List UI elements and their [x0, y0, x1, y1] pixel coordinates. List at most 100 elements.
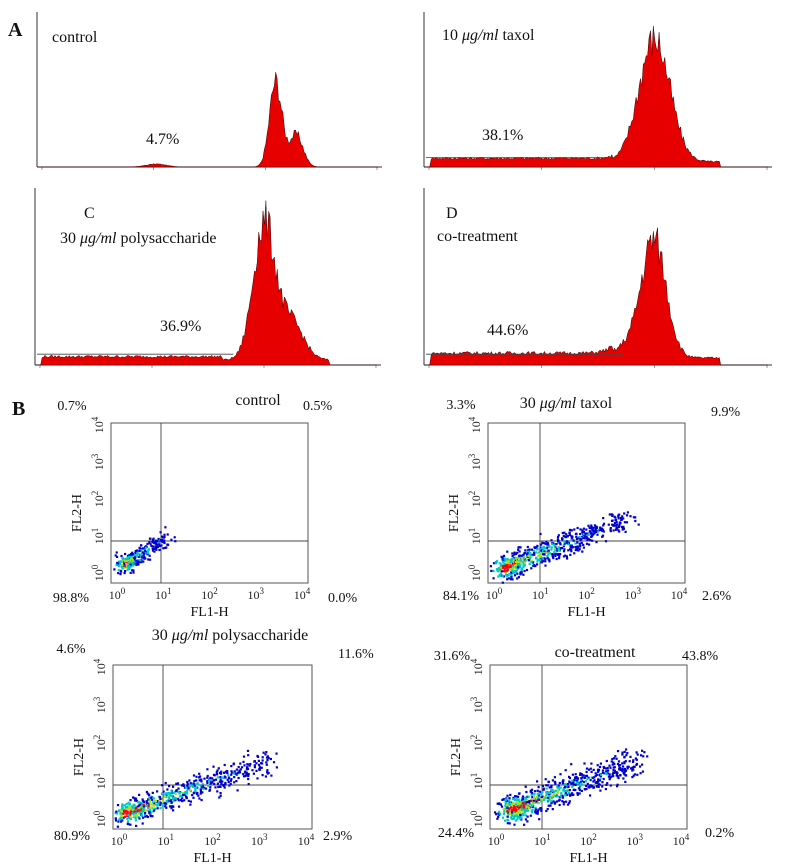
histogram-sublabel: C: [84, 205, 95, 222]
event-dot: [576, 526, 579, 530]
event-dot: [570, 535, 573, 538]
y-tick-label: 103: [467, 453, 483, 470]
event-dot: [519, 559, 522, 562]
event-dot: [517, 798, 520, 802]
event-dot: [229, 782, 232, 785]
event-dot: [129, 563, 132, 566]
event-dot: [145, 804, 148, 807]
tick-base: 10: [94, 777, 108, 789]
event-dot: [118, 818, 121, 821]
event-dot: [151, 791, 154, 794]
event-dot: [582, 536, 585, 539]
event-dot: [121, 567, 124, 570]
event-dot: [242, 775, 246, 778]
event-dot: [140, 804, 143, 807]
event-dot: [152, 537, 155, 540]
event-dot: [174, 793, 177, 796]
event-dot: [553, 790, 556, 793]
event-dot: [253, 764, 256, 767]
event-dot: [624, 780, 627, 783]
event-dot: [177, 787, 180, 790]
event-dot: [539, 532, 542, 536]
event-dot: [612, 529, 615, 532]
event-dot: [591, 785, 594, 788]
event-dot: [174, 798, 177, 802]
flow-panel-1: 100100101101102102103103104104FL1-HFL2-H…: [53, 392, 358, 620]
event-dot: [606, 772, 610, 775]
event-dot: [507, 577, 511, 580]
event-dot: [570, 763, 573, 766]
event-dot: [155, 548, 158, 551]
event-dot: [192, 796, 195, 799]
event-dot: [247, 774, 250, 777]
event-dot: [147, 558, 150, 561]
event-dot: [587, 524, 590, 527]
event-dot: [518, 546, 521, 549]
tick-exponent: 4: [90, 416, 100, 421]
event-dot: [496, 560, 499, 563]
event-dot: [590, 776, 593, 779]
event-dot: [131, 558, 134, 561]
event-dot: [562, 534, 565, 538]
event-dot: [563, 531, 566, 534]
event-dot: [537, 554, 540, 557]
event-dot: [582, 532, 585, 535]
event-dot: [499, 803, 502, 806]
tick-base: 10: [298, 834, 310, 848]
event-dot: [578, 545, 581, 548]
event-dot: [194, 783, 198, 786]
event-dot: [116, 812, 119, 815]
event-dot: [195, 779, 198, 782]
event-dot: [555, 557, 558, 561]
event-dot: [518, 811, 522, 814]
tick-base: 10: [625, 588, 637, 602]
event-dot: [117, 572, 120, 575]
event-dot: [569, 553, 572, 556]
event-dot: [169, 792, 172, 795]
event-dot: [579, 772, 582, 775]
event-dot: [603, 772, 606, 775]
event-dot: [551, 779, 554, 782]
histogram-title-part: polysaccharide: [116, 230, 216, 247]
event-dot: [508, 565, 511, 569]
y-axis-label: FL2-H: [70, 494, 85, 532]
event-dot: [523, 811, 526, 814]
y-tick-label: 100: [469, 810, 485, 827]
tick-base: 10: [471, 777, 485, 789]
event-dot: [516, 818, 519, 821]
event-dot: [500, 570, 503, 573]
event-dot: [514, 819, 517, 822]
event-dot: [164, 781, 167, 785]
event-dot: [560, 792, 563, 795]
event-dot: [511, 578, 514, 581]
event-dot: [544, 551, 547, 554]
event-dot: [160, 544, 163, 547]
event-dot: [525, 807, 528, 810]
event-dot: [516, 560, 520, 564]
event-dot: [506, 807, 509, 810]
quadrant-upper-left-percent: 3.3%: [446, 398, 476, 413]
event-dot: [247, 777, 250, 781]
y-tick-label: 100: [92, 810, 108, 827]
flow-plot-title: 30 μg/ml polysaccharide: [152, 627, 308, 644]
event-dot: [513, 810, 516, 813]
event-dot: [525, 568, 529, 572]
x-tick-label: 104: [298, 832, 315, 848]
event-dot: [505, 573, 508, 576]
tick-base: 10: [488, 834, 500, 848]
event-dot: [590, 531, 593, 534]
event-dot: [520, 801, 523, 804]
event-dot: [134, 819, 137, 822]
event-dot: [524, 802, 527, 805]
event-dot: [589, 794, 592, 797]
event-dot: [124, 570, 127, 573]
event-dot: [148, 810, 151, 814]
event-dot: [256, 754, 259, 758]
event-dot: [571, 536, 574, 539]
event-dot: [562, 779, 565, 782]
event-dot: [238, 771, 242, 774]
event-dot: [514, 795, 517, 798]
x-tick-label: 104: [673, 832, 690, 848]
event-dot: [261, 762, 264, 765]
event-dot: [584, 532, 587, 535]
